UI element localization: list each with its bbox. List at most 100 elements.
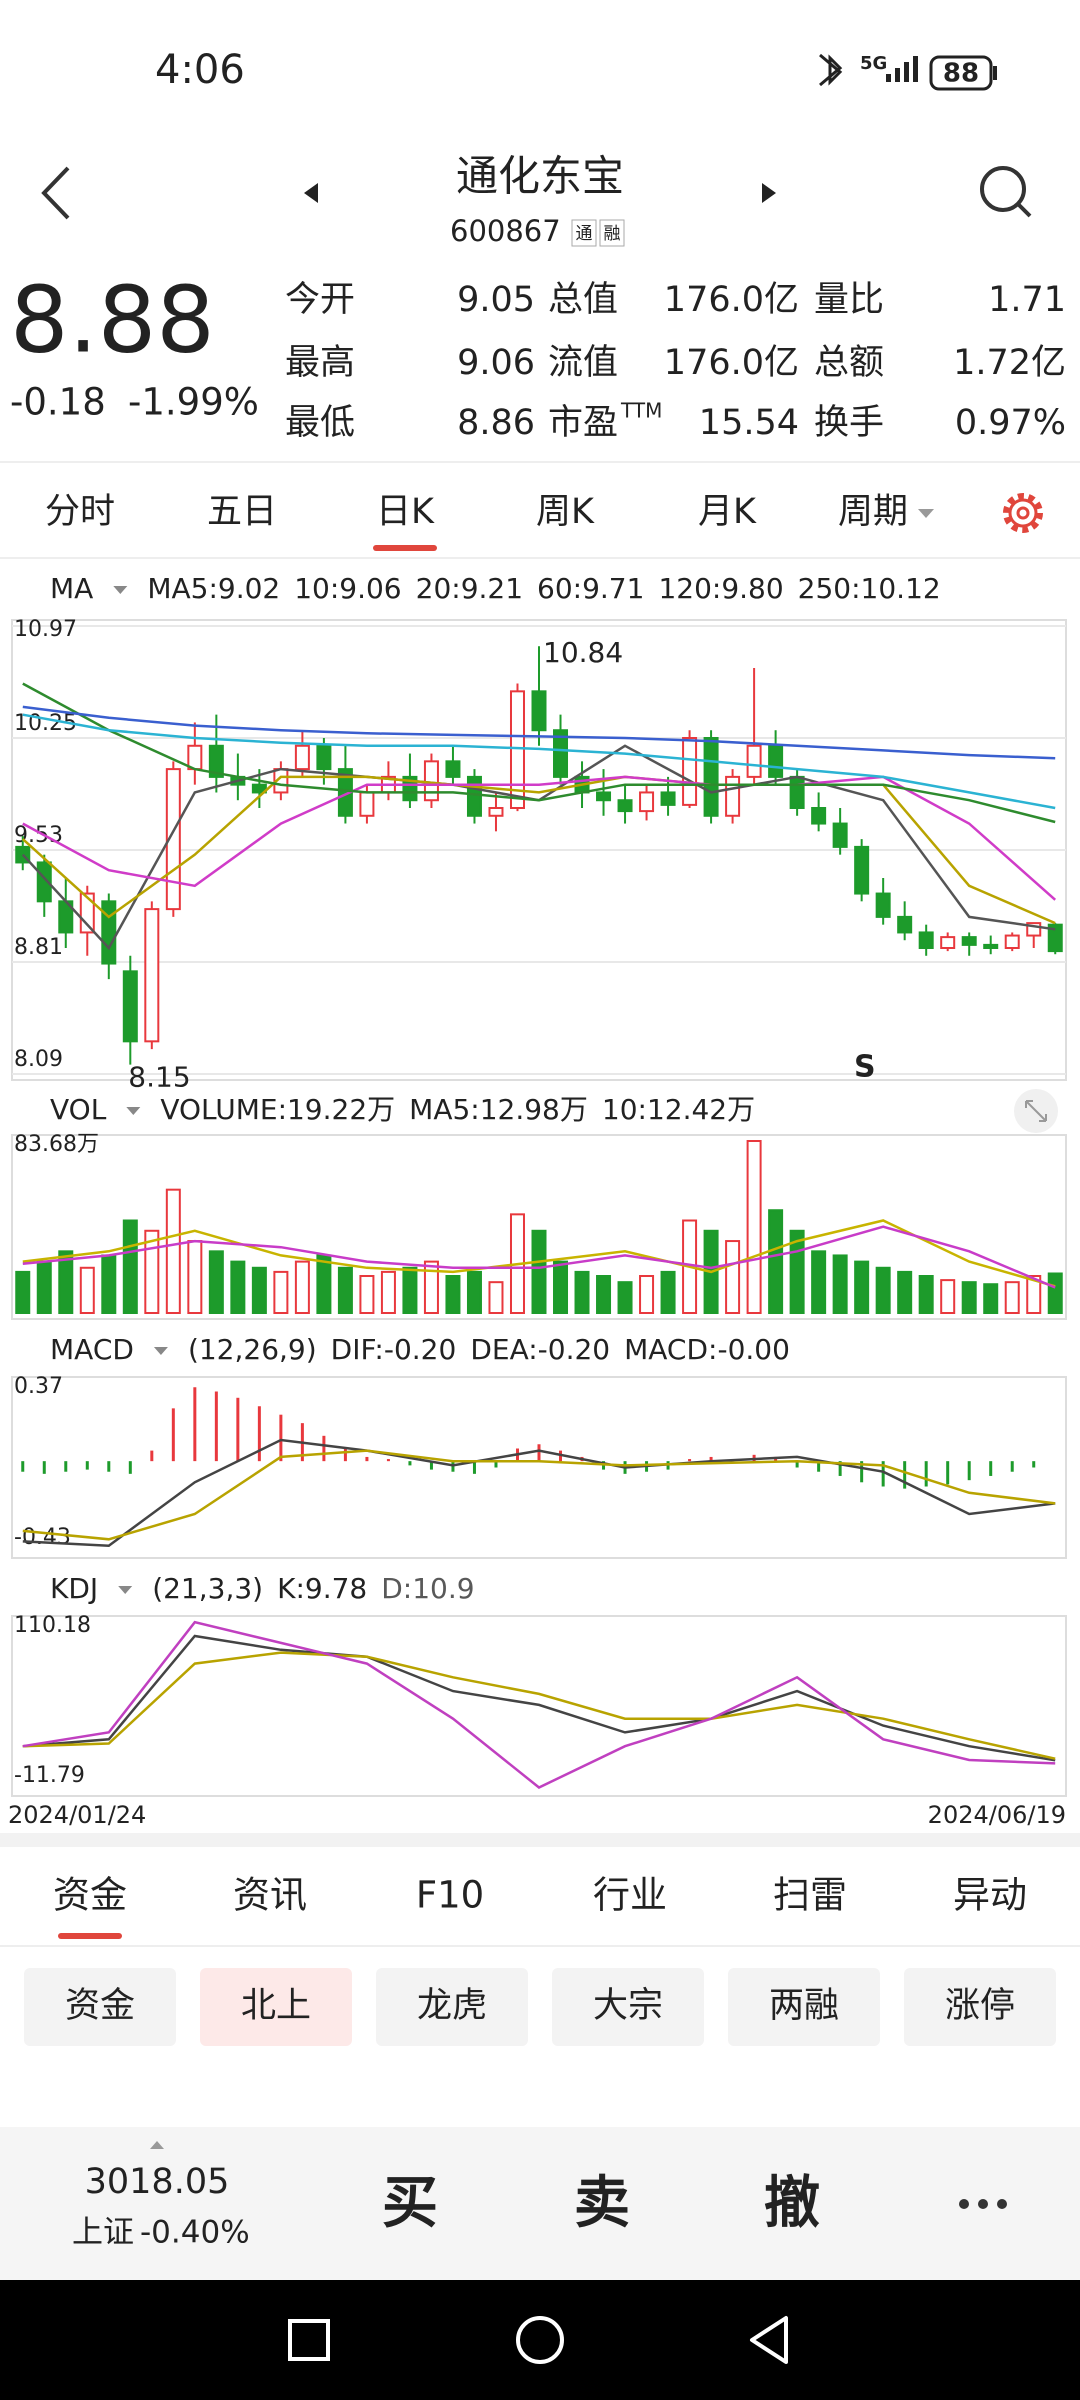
- candle-body: [682, 737, 698, 806]
- search-button[interactable]: [980, 166, 1026, 212]
- indicator-menu[interactable]: [126, 1107, 141, 1115]
- badge: 融: [604, 224, 621, 244]
- index-toggle[interactable]: [150, 2141, 164, 2149]
- indicator-menu[interactable]: [113, 586, 128, 594]
- stat-value: 176.0亿: [664, 343, 799, 383]
- legend-entry: 20:9.21: [416, 572, 523, 605]
- stat-label: 市盈: [548, 403, 618, 443]
- chip[interactable]: [552, 1968, 704, 2046]
- legend-entry: 60:9.71: [537, 572, 644, 605]
- back-nav-button[interactable]: [750, 2316, 788, 2364]
- indicator-menu[interactable]: [118, 1586, 133, 1594]
- battery-icon: [929, 55, 993, 91]
- tab[interactable]: 月K: [698, 492, 757, 532]
- volume-bar: [768, 1209, 784, 1315]
- volume-bar: [596, 1275, 612, 1315]
- stat-value: 9.05: [457, 280, 535, 320]
- next-stock[interactable]: [762, 183, 776, 203]
- badges: 通 融: [571, 219, 625, 247]
- volume-bar: [122, 1219, 138, 1314]
- chip[interactable]: [200, 1968, 352, 2046]
- period-tabs: 分时 五日 日K 周K 月K 周期: [45, 492, 908, 551]
- volume-bar: [983, 1283, 999, 1315]
- stat-value: 15.54: [699, 403, 799, 443]
- stat-value: 9.06: [457, 343, 535, 383]
- volume-bar: [208, 1250, 224, 1315]
- tab[interactable]: 五日: [207, 492, 277, 532]
- stat-superscript: TTM: [620, 399, 662, 423]
- settings-button[interactable]: [1003, 493, 1043, 533]
- legend-entry: MACD:-0.00: [624, 1333, 790, 1366]
- tab[interactable]: 资讯: [233, 1874, 307, 1917]
- tab[interactable]: 周K: [536, 492, 595, 532]
- volume-bar: [574, 1270, 590, 1314]
- back-button[interactable]: [41, 166, 70, 220]
- candle-body: [897, 915, 913, 934]
- candle-body: [1004, 934, 1020, 949]
- volume-bar: [553, 1260, 569, 1315]
- candle-body: [918, 931, 934, 950]
- indicator-line: [22, 713, 1056, 810]
- candle-body: [617, 799, 633, 813]
- buy-button[interactable]: 买: [382, 2171, 438, 2236]
- volume-bar: [961, 1281, 977, 1314]
- candle-body: [660, 791, 676, 806]
- volume-bar: [1026, 1275, 1042, 1315]
- tab[interactable]: 周期: [838, 492, 908, 532]
- stat-value: 0.97%: [955, 403, 1066, 443]
- tab[interactable]: 资金: [53, 1874, 127, 1917]
- recents-button[interactable]: [288, 2319, 330, 2361]
- tab[interactable]: 行业: [593, 1874, 667, 1917]
- chip[interactable]: [904, 1968, 1056, 2046]
- stat-label: 最低: [285, 403, 355, 443]
- candle-body: [875, 892, 891, 918]
- volume-bar: [531, 1229, 547, 1314]
- more-button[interactable]: [959, 2199, 1007, 2209]
- volume-bar: [940, 1279, 956, 1314]
- candle-body: [703, 737, 719, 817]
- candle-body: [251, 783, 267, 794]
- stock-code: 600867: [450, 214, 561, 248]
- stat-label: 今开: [285, 280, 355, 320]
- tab[interactable]: 日K: [376, 492, 435, 532]
- tab[interactable]: F10: [416, 1874, 484, 1917]
- volume-bar: [423, 1260, 439, 1315]
- info-tabs: 资金 资讯 F10 行业 扫雷 异动: [53, 1874, 1027, 1939]
- candle-body: [488, 807, 504, 817]
- cancel-button[interactable]: 撤: [764, 2171, 820, 2236]
- volume-bar: [273, 1270, 289, 1314]
- chip-label: 涨停: [945, 1986, 1015, 2026]
- tab[interactable]: 异动: [953, 1874, 1027, 1917]
- indicator-menu[interactable]: [153, 1347, 168, 1355]
- candle-body: [294, 744, 310, 771]
- indicator-params: (12,26,9): [188, 1333, 317, 1366]
- legend-entry: D:10.9: [381, 1572, 474, 1605]
- candle-body: [445, 760, 461, 778]
- tab[interactable]: 扫雷: [773, 1874, 847, 1917]
- y-tick-label: 8.81: [14, 935, 63, 960]
- badge-box: [599, 219, 625, 247]
- candle-body: [768, 744, 784, 778]
- candle-body: [423, 760, 439, 802]
- expand-button[interactable]: [1014, 1089, 1058, 1133]
- sell-button[interactable]: 卖: [574, 2171, 630, 2236]
- gear-teeth: [1003, 493, 1043, 533]
- price: 8.88: [10, 266, 215, 373]
- trade-bar: [0, 2127, 1080, 2280]
- y-tick-label: -0.43: [14, 1525, 71, 1550]
- price-change-pct: -1.99%: [128, 381, 259, 424]
- volume-bar: [854, 1260, 870, 1315]
- chip[interactable]: [376, 1968, 528, 2046]
- prev-stock[interactable]: [304, 183, 318, 203]
- volume-bar: [660, 1270, 676, 1314]
- chip[interactable]: [24, 1968, 176, 2046]
- chip[interactable]: [728, 1968, 880, 2046]
- chip-label: 龙虎: [417, 1986, 487, 2026]
- home-button[interactable]: [516, 2316, 564, 2364]
- legend-entry: 120:9.80: [658, 572, 783, 605]
- x-tick-label: 2024/01/24: [8, 1801, 146, 1829]
- tab[interactable]: 分时: [45, 492, 115, 532]
- indicator-name: KDJ: [50, 1572, 98, 1605]
- volume-bar: [1004, 1281, 1020, 1314]
